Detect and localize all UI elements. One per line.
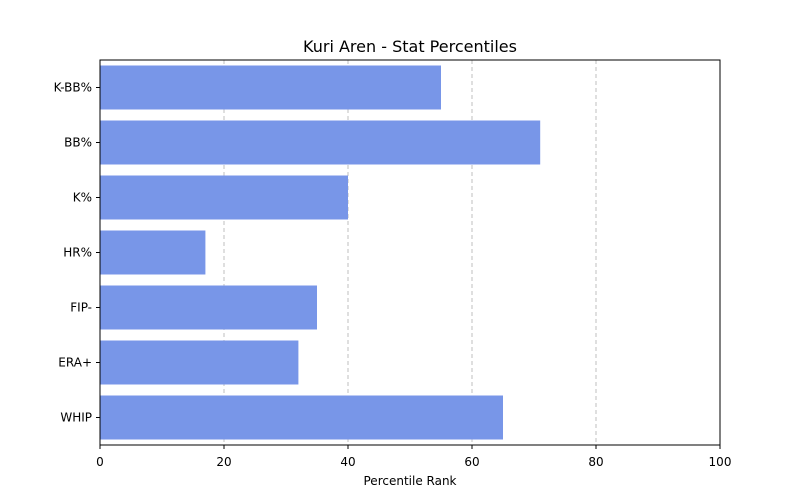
bar-bb- [100,120,541,165]
y-tick-label: ERA+ [58,356,92,370]
x-tick-label: 80 [588,455,603,469]
x-tick-label: 100 [709,455,732,469]
y-tick-label: HR% [63,246,92,260]
chart-title: Kuri Aren - Stat Percentiles [303,37,517,56]
y-tick-label: FIP- [70,301,92,315]
gridlines [223,60,597,445]
bar-k- [100,175,348,220]
bar-hr- [100,230,206,275]
y-tick-label: BB% [64,136,92,150]
x-axis-ticks: 0 20 40 60 80 100 [96,445,731,469]
y-tick-label: K% [73,191,92,205]
bar-fip- [100,285,317,330]
x-tick-label: 60 [464,455,479,469]
bar-whip [100,395,503,440]
bar-k-bb- [100,65,441,110]
x-tick-label: 20 [216,455,231,469]
x-axis-label: Percentile Rank [364,474,457,488]
y-axis-ticks: K-BB% BB% K% HR% FIP- ERA+ WHIP [54,81,100,425]
bar-era- [100,340,299,385]
x-tick-label: 40 [340,455,355,469]
x-tick-label: 0 [96,455,104,469]
y-tick-label: K-BB% [54,81,92,95]
bars [100,65,541,440]
y-tick-label: WHIP [60,411,92,425]
